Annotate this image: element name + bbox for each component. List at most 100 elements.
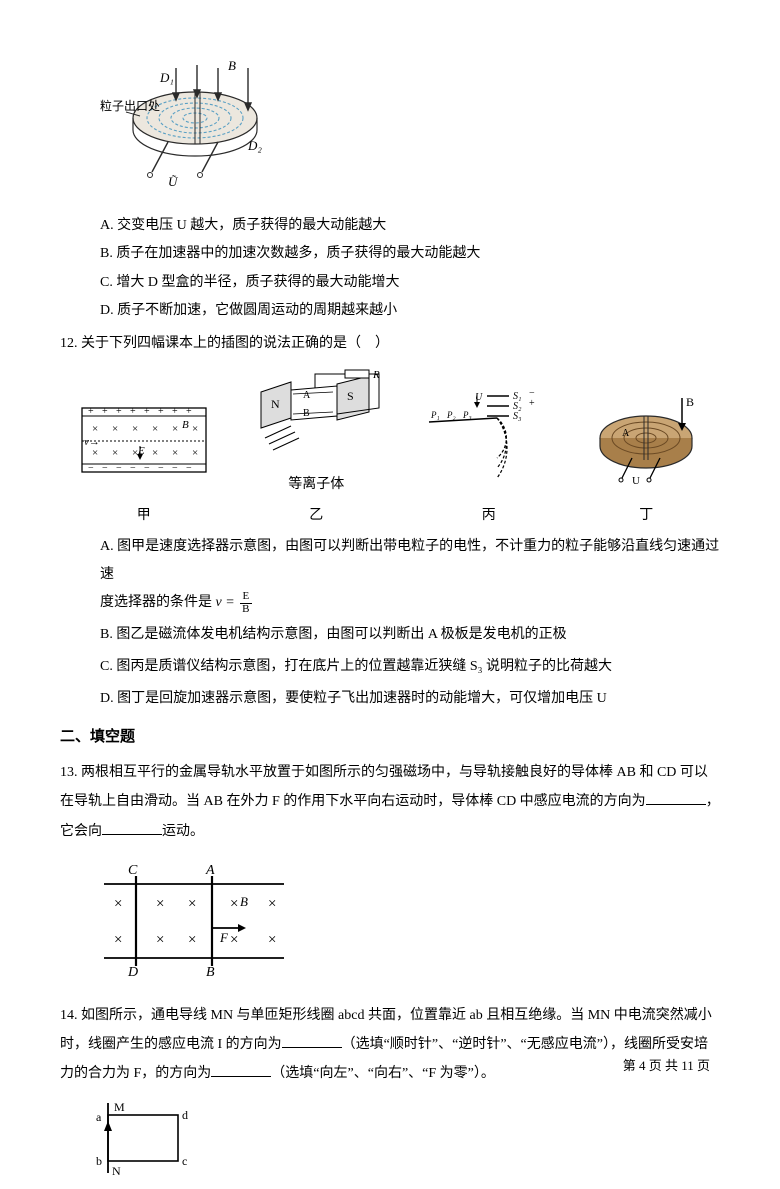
svg-text:−: − xyxy=(186,463,192,474)
svg-text:粒子出口处: 粒子出口处 xyxy=(100,98,160,113)
svg-text:a: a xyxy=(96,1110,102,1124)
q14-blank2 xyxy=(211,1062,271,1077)
q12-a-line2-prefix: 度选择器的条件是 xyxy=(100,595,216,610)
svg-text:v→: v→ xyxy=(84,436,100,448)
svg-text:B: B xyxy=(182,419,189,431)
svg-text:B: B xyxy=(240,894,248,909)
svg-text:−: − xyxy=(130,463,136,474)
q12-figures: ++++++++ −−−−−−−− ×××××× ×××××× v→ B E 甲… xyxy=(60,368,720,530)
fig-label-yi: 乙 xyxy=(241,503,391,530)
svg-text:D₁: D₁ xyxy=(159,70,174,85)
svg-text:−: − xyxy=(144,463,150,474)
svg-text:−: − xyxy=(88,463,94,474)
svg-text:B: B xyxy=(206,965,215,978)
svg-text:×: × xyxy=(268,932,276,948)
svg-text:×: × xyxy=(192,447,198,459)
svg-text:+: + xyxy=(144,406,150,417)
svg-text:×: × xyxy=(112,447,118,459)
q12-option-c: C. 图丙是质谱仪结构示意图，打在底片上的位置越靠近狭缝 S₃ 说明粒子的比荷越… xyxy=(100,653,720,681)
figure-rails: C A D B ××××× ××××× B F xyxy=(84,858,720,989)
svg-text:N: N xyxy=(271,397,280,411)
q12-a-fraction: E B xyxy=(240,591,251,615)
svg-text:F: F xyxy=(219,930,229,945)
svg-text:×: × xyxy=(230,896,238,912)
figure-bing: S₁ S₂ S₃ U −+ P₁ P₂ P₃ 丙 xyxy=(419,388,559,529)
svg-text:A: A xyxy=(622,428,630,439)
svg-text:×: × xyxy=(152,423,158,435)
page-footer: 第 4 页 共 11 页 xyxy=(623,1054,710,1079)
svg-text:−: − xyxy=(172,463,178,474)
svg-text:+: + xyxy=(529,398,535,409)
figure-cyclotron: D₁ B D₂ Ũ 粒子出口处 xyxy=(100,40,720,201)
q12-option-b: B. 图乙是磁流体发电机结构示意图，由图可以判断出 A 极板是发电机的正极 xyxy=(100,621,720,649)
svg-text:b: b xyxy=(96,1154,102,1168)
svg-text:×: × xyxy=(112,423,118,435)
svg-text:N: N xyxy=(112,1164,121,1178)
section-2-heading: 二、填空题 xyxy=(60,723,720,752)
svg-text:+: + xyxy=(116,406,122,417)
svg-text:+: + xyxy=(172,406,178,417)
svg-text:−: − xyxy=(116,463,122,474)
svg-text:c: c xyxy=(182,1154,187,1168)
svg-text:+: + xyxy=(130,406,136,417)
q12-stem: 12. 关于下列四幅课本上的插图的说法正确的是（ ） xyxy=(60,331,720,358)
fig-label-ding: 丁 xyxy=(586,503,706,530)
svg-text:P₃: P₃ xyxy=(462,410,472,420)
fig-label-bing: 丙 xyxy=(419,503,559,530)
q11-option-a: A. 交变电压 U 越大，质子获得的最大动能越大 xyxy=(60,213,720,240)
svg-text:×: × xyxy=(192,423,198,435)
q13-blank2 xyxy=(102,819,162,834)
q12-a-line1: A. 图甲是速度选择器示意图，由图可以判断出带电粒子的电性，不计重力的粒子能够沿… xyxy=(100,539,719,582)
svg-text:×: × xyxy=(188,932,196,948)
q11-option-d: D. 质子不断加速，它做圆周运动的周期越来越小 xyxy=(60,298,720,325)
q11-option-b: B. 质子在加速器中的加速次数越多，质子获得的最大动能越大 xyxy=(60,241,720,268)
svg-text:A: A xyxy=(205,863,215,878)
figure-yi: N S A B R 等离子体 乙 xyxy=(241,368,391,530)
q12-option-d: D. 图丁是回旋加速器示意图，要使粒子飞出加速器时的动能增大，可仅增加电压 U xyxy=(100,685,720,713)
svg-text:×: × xyxy=(268,896,276,912)
svg-text:×: × xyxy=(156,932,164,948)
fig-label-jia: 甲 xyxy=(74,503,214,530)
svg-text:+: + xyxy=(88,406,94,417)
figure-coil: M N a b d c xyxy=(90,1099,720,1189)
q12-a-formula-v: v = xyxy=(216,595,235,610)
frac-den: B xyxy=(240,604,251,616)
svg-text:B: B xyxy=(228,58,236,73)
svg-text:P₂: P₂ xyxy=(446,410,456,420)
svg-text:×: × xyxy=(92,447,98,459)
svg-text:×: × xyxy=(230,932,238,948)
svg-text:U: U xyxy=(475,392,483,403)
svg-text:M: M xyxy=(114,1100,125,1114)
svg-text:P₁: P₁ xyxy=(430,410,440,420)
svg-text:−: − xyxy=(158,463,164,474)
svg-text:+: + xyxy=(102,406,108,417)
svg-text:+: + xyxy=(158,406,164,417)
svg-text:d: d xyxy=(182,1108,188,1122)
svg-text:A: A xyxy=(303,390,311,401)
svg-text:C: C xyxy=(128,863,138,878)
figure-ding: B A U 丁 xyxy=(586,388,706,529)
q13-part3: 运动。 xyxy=(162,824,204,839)
svg-text:D: D xyxy=(127,965,138,978)
svg-text:Ũ: Ũ xyxy=(168,174,179,189)
svg-text:×: × xyxy=(156,896,164,912)
q11-option-c: C. 增大 D 型盒的半径，质子获得的最大动能增大 xyxy=(60,270,720,297)
figure-jia: ++++++++ −−−−−−−− ×××××× ×××××× v→ B E 甲 xyxy=(74,398,214,529)
svg-text:×: × xyxy=(114,896,122,912)
fig-yi-caption: 等离子体 xyxy=(241,472,391,499)
frac-num: E xyxy=(240,591,251,604)
svg-text:B: B xyxy=(686,395,694,409)
q14-text: 14. 如图所示，通电导线 MN 与单匝矩形线圈 abcd 共面，位置靠近 ab… xyxy=(60,1001,720,1089)
svg-text:×: × xyxy=(132,423,138,435)
q14-part3: （选填“向左”、“向右”、“F 为零”）。 xyxy=(271,1066,495,1081)
q14-blank1 xyxy=(282,1033,342,1048)
svg-text:U: U xyxy=(632,475,640,487)
svg-text:×: × xyxy=(92,423,98,435)
svg-text:S: S xyxy=(347,389,354,403)
svg-text:+: + xyxy=(186,406,192,417)
svg-text:×: × xyxy=(172,423,178,435)
svg-text:×: × xyxy=(152,447,158,459)
q13-part1: 13. 两根相互平行的金属导轨水平放置于如图所示的匀强磁场中，与导轨接触良好的导… xyxy=(60,765,708,809)
svg-text:S₃: S₃ xyxy=(513,411,522,422)
svg-text:×: × xyxy=(172,447,178,459)
